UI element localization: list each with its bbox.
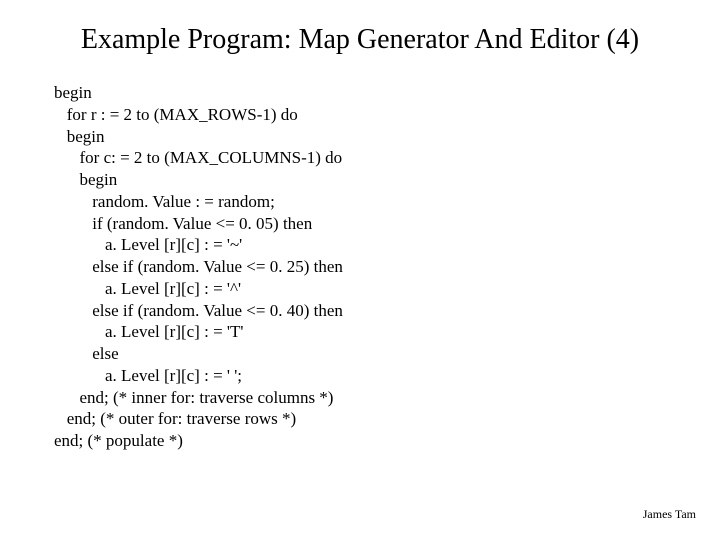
code-line: for r : = 2 to (MAX_ROWS-1) do: [54, 105, 298, 124]
slide: Example Program: Map Generator And Edito…: [0, 0, 720, 540]
code-line: begin: [54, 83, 92, 102]
code-line: begin: [54, 170, 117, 189]
code-line: a. Level [r][c] : = 'T': [54, 322, 243, 341]
code-line: random. Value : = random;: [54, 192, 275, 211]
code-line: else if (random. Value <= 0. 25) then: [54, 257, 343, 276]
slide-title: Example Program: Map Generator And Edito…: [0, 24, 720, 56]
code-line: a. Level [r][c] : = ' ';: [54, 366, 242, 385]
code-line: a. Level [r][c] : = '~': [54, 235, 242, 254]
code-line: end; (* inner for: traverse columns *): [54, 388, 333, 407]
code-block: begin for r : = 2 to (MAX_ROWS-1) do beg…: [54, 82, 343, 452]
code-line: a. Level [r][c] : = '^': [54, 279, 241, 298]
code-line: if (random. Value <= 0. 05) then: [54, 214, 312, 233]
code-line: begin: [54, 127, 105, 146]
code-line: else if (random. Value <= 0. 40) then: [54, 301, 343, 320]
footer-author: James Tam: [643, 507, 696, 522]
code-line: else: [54, 344, 119, 363]
code-line: end; (* populate *): [54, 431, 183, 450]
code-line: end; (* outer for: traverse rows *): [54, 409, 296, 428]
code-line: for c: = 2 to (MAX_COLUMNS-1) do: [54, 148, 342, 167]
